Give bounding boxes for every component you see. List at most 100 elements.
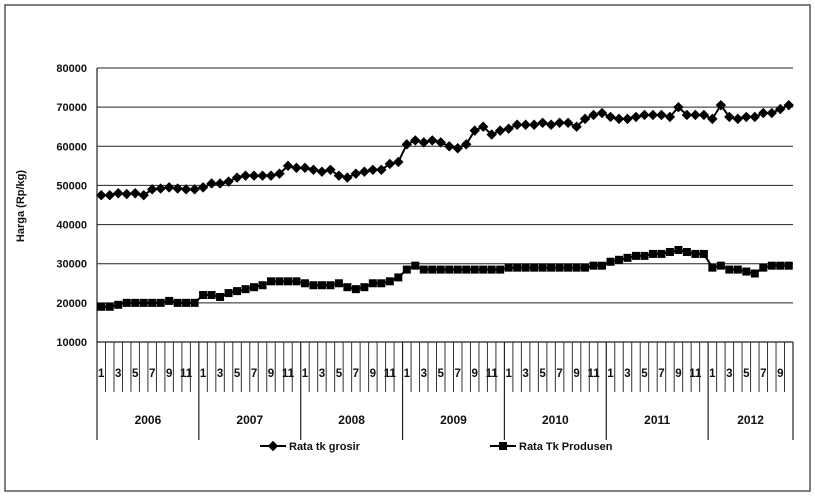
x-tick-label-year: 2009 bbox=[440, 413, 467, 427]
data-point-produsen bbox=[776, 262, 784, 270]
data-point-produsen bbox=[259, 281, 267, 289]
x-tick-label-month: 11 bbox=[587, 368, 600, 380]
data-point-produsen bbox=[479, 266, 487, 274]
data-point-produsen bbox=[428, 266, 436, 274]
data-point-produsen bbox=[165, 297, 173, 305]
data-point-produsen bbox=[547, 264, 555, 272]
data-point-produsen bbox=[267, 277, 275, 285]
legend-marker-produsen bbox=[499, 442, 507, 450]
x-tick-label-month: 5 bbox=[641, 368, 648, 380]
data-point-produsen bbox=[742, 268, 750, 276]
x-tick-label-month: 7 bbox=[455, 368, 461, 380]
data-point-produsen bbox=[640, 252, 648, 260]
x-tick-label-month: 7 bbox=[556, 368, 562, 380]
data-point-produsen bbox=[666, 248, 674, 256]
x-tick-label-month: 5 bbox=[234, 368, 241, 380]
x-tick-label-year: 2012 bbox=[737, 413, 764, 427]
x-tick-label-month: 1 bbox=[98, 368, 105, 380]
data-point-produsen bbox=[140, 299, 148, 307]
x-tick-label-month: 1 bbox=[505, 368, 512, 380]
x-tick-label-month: 9 bbox=[777, 368, 783, 380]
data-point-produsen bbox=[488, 266, 496, 274]
x-tick-label-month: 11 bbox=[384, 368, 397, 380]
data-point-produsen bbox=[649, 250, 657, 258]
data-point-produsen bbox=[318, 281, 326, 289]
data-point-produsen bbox=[309, 281, 317, 289]
x-tick-label-month: 1 bbox=[200, 368, 207, 380]
data-point-produsen bbox=[148, 299, 156, 307]
x-tick-label-month: 5 bbox=[539, 368, 546, 380]
data-point-produsen bbox=[284, 277, 292, 285]
x-tick-label-year: 2010 bbox=[542, 413, 569, 427]
x-tick-label-month: 7 bbox=[658, 368, 664, 380]
x-tick-label-month: 5 bbox=[438, 368, 445, 380]
x-tick-label-month: 3 bbox=[421, 368, 427, 380]
x-tick-label-year: 2006 bbox=[135, 413, 162, 427]
data-point-produsen bbox=[343, 283, 351, 291]
data-point-produsen bbox=[691, 250, 699, 258]
y-tick-label: 30000 bbox=[56, 259, 87, 271]
data-point-produsen bbox=[275, 277, 283, 285]
x-tick-label-month: 5 bbox=[336, 368, 343, 380]
x-tick-label-year: 2011 bbox=[644, 413, 670, 427]
data-point-produsen bbox=[182, 299, 190, 307]
data-point-produsen bbox=[225, 289, 233, 297]
data-point-produsen bbox=[97, 303, 105, 311]
x-tick-label-month: 1 bbox=[709, 368, 716, 380]
data-point-produsen bbox=[674, 246, 682, 254]
data-point-produsen bbox=[292, 277, 300, 285]
data-point-produsen bbox=[106, 303, 114, 311]
data-point-produsen bbox=[573, 264, 581, 272]
data-point-produsen bbox=[539, 264, 547, 272]
y-tick-label: 50000 bbox=[56, 180, 87, 192]
x-tick-label-month: 11 bbox=[689, 368, 702, 380]
data-point-produsen bbox=[632, 252, 640, 260]
data-point-produsen bbox=[759, 264, 767, 272]
data-point-produsen bbox=[581, 264, 589, 272]
data-point-produsen bbox=[623, 254, 631, 262]
data-point-produsen bbox=[157, 299, 165, 307]
data-point-produsen bbox=[352, 285, 360, 293]
x-tick-label-month: 1 bbox=[607, 368, 614, 380]
data-point-produsen bbox=[131, 299, 139, 307]
x-tick-label-month: 3 bbox=[624, 368, 630, 380]
x-tick-label-month: 5 bbox=[743, 368, 750, 380]
x-tick-label-month: 9 bbox=[675, 368, 681, 380]
x-tick-label-month: 9 bbox=[166, 368, 172, 380]
data-point-produsen bbox=[369, 279, 377, 287]
y-axis-label: Harga (Rp/kg) bbox=[15, 170, 27, 242]
x-tick-label-month: 11 bbox=[486, 368, 499, 380]
data-point-produsen bbox=[708, 264, 716, 272]
y-tick-label: 40000 bbox=[56, 220, 87, 232]
data-point-produsen bbox=[598, 262, 606, 270]
data-point-produsen bbox=[607, 258, 615, 266]
data-point-produsen bbox=[360, 283, 368, 291]
x-tick-label-month: 9 bbox=[268, 368, 274, 380]
data-point-produsen bbox=[394, 273, 402, 281]
data-point-produsen bbox=[454, 266, 462, 274]
data-point-produsen bbox=[216, 293, 224, 301]
data-point-produsen bbox=[513, 264, 521, 272]
data-point-produsen bbox=[700, 250, 708, 258]
x-tick-label-month: 3 bbox=[115, 368, 121, 380]
y-tick-label: 60000 bbox=[56, 141, 87, 153]
x-tick-label-month: 3 bbox=[217, 368, 223, 380]
data-point-produsen bbox=[114, 301, 122, 309]
data-point-produsen bbox=[505, 264, 513, 272]
data-point-produsen bbox=[123, 299, 131, 307]
data-point-produsen bbox=[301, 279, 309, 287]
data-point-produsen bbox=[785, 262, 793, 270]
x-tick-label-month: 3 bbox=[522, 368, 528, 380]
data-point-produsen bbox=[564, 264, 572, 272]
data-point-produsen bbox=[174, 299, 182, 307]
x-tick-label-month: 11 bbox=[180, 368, 193, 380]
y-tick-label: 80000 bbox=[56, 63, 87, 75]
data-point-produsen bbox=[556, 264, 564, 272]
data-point-produsen bbox=[233, 287, 241, 295]
data-point-produsen bbox=[590, 262, 598, 270]
x-tick-label-year: 2007 bbox=[236, 413, 263, 427]
x-tick-label-month: 7 bbox=[149, 368, 155, 380]
x-tick-label-month: 7 bbox=[353, 368, 359, 380]
x-tick-label-month: 9 bbox=[472, 368, 478, 380]
